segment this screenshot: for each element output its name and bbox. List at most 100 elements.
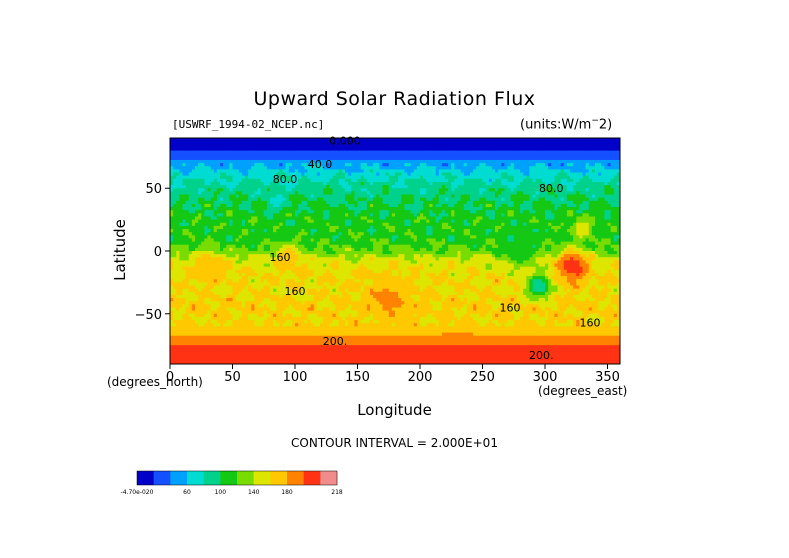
field-cell bbox=[245, 238, 249, 242]
field-cell bbox=[407, 141, 412, 145]
field-cell bbox=[370, 150, 374, 155]
field-cell bbox=[351, 169, 355, 173]
field-cell bbox=[173, 216, 177, 221]
field-cell bbox=[532, 225, 537, 230]
field-cell bbox=[282, 210, 287, 214]
field-cell bbox=[360, 225, 365, 230]
field-cell bbox=[473, 138, 477, 142]
field-cell bbox=[576, 222, 580, 227]
field-cell bbox=[191, 181, 196, 186]
field-cell bbox=[185, 244, 190, 249]
field-cell bbox=[576, 232, 580, 236]
field-cell bbox=[391, 203, 396, 208]
field-cell bbox=[432, 219, 437, 224]
field-cell bbox=[182, 178, 187, 183]
field-cell bbox=[420, 175, 424, 180]
field-cell bbox=[491, 210, 496, 214]
field-cell bbox=[232, 222, 237, 227]
field-cell bbox=[188, 213, 193, 217]
field-cell bbox=[451, 191, 455, 195]
field-cell bbox=[335, 232, 340, 236]
field-cell bbox=[226, 166, 230, 170]
field-cell bbox=[341, 141, 346, 145]
field-cell bbox=[591, 200, 596, 205]
field-cell bbox=[335, 147, 340, 151]
field-cell bbox=[366, 229, 371, 233]
field-cell bbox=[570, 200, 574, 205]
field-cell bbox=[376, 197, 380, 202]
field-cell bbox=[454, 213, 458, 217]
field-cell bbox=[316, 181, 321, 186]
field-cell bbox=[610, 169, 615, 173]
field-cell bbox=[420, 238, 424, 242]
field-cell bbox=[404, 159, 408, 164]
field-cell bbox=[326, 191, 330, 195]
field-cell bbox=[201, 175, 205, 180]
field-cell bbox=[357, 181, 362, 186]
field-cell bbox=[357, 169, 362, 173]
field-cell bbox=[516, 213, 521, 217]
field-cell bbox=[573, 156, 577, 161]
field-cell bbox=[385, 200, 390, 205]
field-cell bbox=[507, 166, 512, 170]
field-cell bbox=[288, 191, 293, 195]
field-cell bbox=[232, 153, 237, 158]
field-cell bbox=[241, 169, 246, 173]
field-cell bbox=[398, 191, 402, 195]
field-cell bbox=[232, 163, 237, 167]
field-cell bbox=[407, 169, 412, 173]
field-cell bbox=[323, 210, 327, 214]
field-cell bbox=[482, 185, 487, 189]
field-cell bbox=[276, 207, 280, 211]
field-cell bbox=[373, 213, 377, 217]
field-cell bbox=[541, 156, 546, 161]
field-cell bbox=[316, 175, 321, 180]
field-cell bbox=[326, 166, 330, 170]
field-cell bbox=[376, 238, 380, 242]
field-cell bbox=[413, 222, 418, 227]
field-cell bbox=[398, 141, 402, 145]
field-cell bbox=[313, 147, 318, 151]
field-cell bbox=[585, 222, 590, 227]
field-cell bbox=[373, 225, 377, 230]
field-cell bbox=[391, 138, 396, 142]
field-cell bbox=[566, 232, 571, 236]
field-cell bbox=[266, 244, 271, 249]
field-cell bbox=[276, 169, 280, 173]
field-cell bbox=[401, 178, 405, 183]
field-cell bbox=[463, 229, 468, 233]
field-cell bbox=[366, 159, 371, 164]
field-cell bbox=[357, 238, 362, 242]
field-cell bbox=[416, 188, 421, 192]
field-cell bbox=[482, 207, 487, 211]
field-cell bbox=[538, 153, 543, 158]
field-cell bbox=[401, 216, 405, 221]
field-cell bbox=[613, 241, 618, 246]
field-cell bbox=[595, 172, 599, 177]
field-cell bbox=[320, 178, 324, 183]
field-cell bbox=[238, 138, 243, 142]
field-cell bbox=[507, 235, 512, 239]
field-cell bbox=[351, 235, 355, 239]
field-cell bbox=[270, 235, 274, 239]
field-cell bbox=[420, 194, 424, 199]
field-cell bbox=[466, 166, 471, 170]
field-cell bbox=[420, 229, 424, 233]
field-cell bbox=[232, 244, 237, 249]
field-cell bbox=[501, 153, 505, 158]
field-cell bbox=[476, 216, 480, 221]
field-cell bbox=[507, 191, 512, 195]
field-cell bbox=[591, 163, 596, 167]
field-cell bbox=[198, 191, 202, 195]
field-cell bbox=[220, 156, 224, 161]
field-cell bbox=[185, 159, 190, 164]
field-cell bbox=[476, 156, 480, 161]
field-cell bbox=[288, 235, 293, 239]
field-cell bbox=[545, 147, 549, 151]
field-cell bbox=[548, 175, 552, 180]
field-cell bbox=[598, 141, 602, 145]
field-cell bbox=[391, 235, 396, 239]
field-cell bbox=[479, 213, 483, 217]
field-cell bbox=[479, 194, 483, 199]
field-cell bbox=[341, 216, 346, 221]
